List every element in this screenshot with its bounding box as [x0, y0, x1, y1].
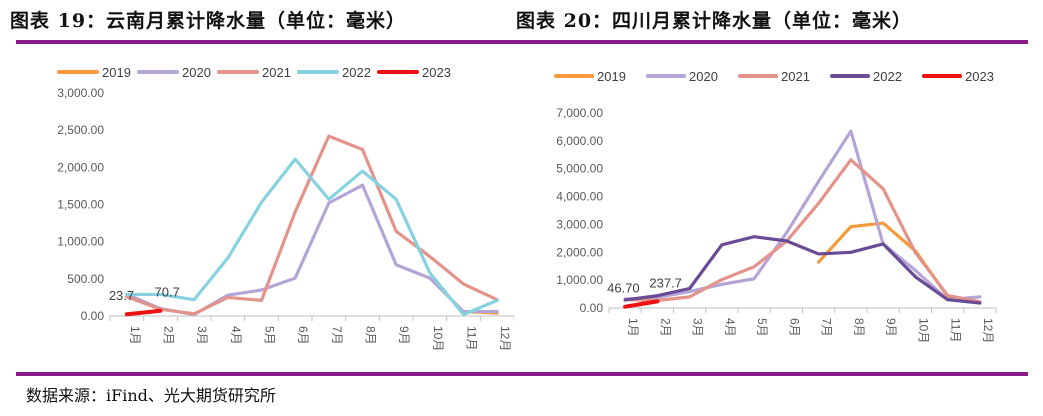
x-tick-label: 11月 [949, 318, 963, 342]
series-line-2023 [124, 308, 163, 317]
x-tick-label: 7月 [330, 326, 344, 345]
legend-label-2023: 2023 [965, 69, 994, 84]
x-tick-label: 6月 [787, 318, 801, 337]
y-tick-label: 500.00 [67, 272, 104, 286]
data-label-2023: 23.7 [109, 288, 134, 303]
y-tick-label: 1,000.00 [556, 273, 603, 287]
series-line-2021 [125, 134, 499, 316]
x-tick-label: 12月 [498, 326, 512, 351]
series-line-2020 [623, 129, 982, 302]
legend-label-2021: 2021 [262, 65, 291, 80]
y-tick-label: 2,000.00 [57, 160, 104, 174]
x-tick-label: 5月 [263, 326, 277, 345]
y-tick-label: 2,500.00 [57, 123, 104, 137]
data-label-2023: 46.70 [607, 281, 640, 296]
y-tick-label: 4,000.00 [556, 190, 603, 204]
x-tick-label: 7月 [820, 318, 834, 337]
x-tick-label: 10月 [916, 318, 930, 343]
y-tick-label: 1,500.00 [57, 198, 104, 212]
legend-label-2019: 2019 [597, 69, 626, 84]
series-line-2023 [623, 299, 660, 309]
x-tick-label: 4月 [723, 318, 737, 337]
y-tick-label: 2,000.00 [556, 245, 603, 259]
x-tick-label: 9月 [884, 318, 898, 337]
chart-title-sichuan: 图表 20：四川月累计降水量（单位：毫米） [516, 10, 913, 32]
legend-label-2020: 2020 [182, 65, 211, 80]
y-tick-label: 7,000.00 [556, 106, 603, 120]
x-tick-label: 1月 [626, 318, 640, 337]
x-tick-label: 1月 [128, 326, 142, 345]
y-tick-label: 5,000.00 [556, 162, 603, 176]
chart-title-yunnan: 图表 19：云南月累计降水量（单位：毫米） [10, 10, 407, 32]
x-tick-label: 6月 [296, 326, 310, 345]
series-line-2021 [623, 158, 982, 304]
data-source-note: 数据来源：iFind、光大期货研究所 [26, 386, 276, 405]
x-tick-label: 2月 [658, 318, 672, 337]
x-tick-label: 12月 [981, 318, 995, 343]
x-tick-label: 11月 [465, 326, 479, 350]
series-line-2020 [125, 183, 499, 317]
x-tick-label: 8月 [852, 318, 866, 337]
legend-label-2021: 2021 [781, 69, 810, 84]
x-tick-label: 9月 [397, 326, 411, 345]
legend-label-2019: 2019 [102, 65, 131, 80]
series-line-2022 [623, 235, 982, 305]
x-tick-label: 5月 [755, 318, 769, 337]
sichuan-precipitation-chart: 0.00 1,000.00 2,000.00 3,000.00 4,000.00 5,00… [554, 69, 997, 343]
legend-label-2020: 2020 [689, 69, 718, 84]
y-tick-label: 3,000.00 [57, 86, 104, 100]
x-tick-label: 8月 [364, 326, 378, 345]
y-tick-label: 3,000.00 [556, 217, 603, 231]
legend-label-2022: 2022 [873, 69, 902, 84]
x-tick-label: 4月 [229, 326, 243, 345]
data-label-2023: 70.7 [155, 285, 180, 300]
x-tick-label: 3月 [691, 318, 705, 337]
x-tick-label: 10月 [431, 326, 445, 351]
series-line-2022 [125, 157, 499, 317]
yunnan-precipitation-chart: 0.00 500.00 1,000.00 1,500.00 2,000.00 2,500.… [57, 65, 514, 351]
legend-label-2023: 2023 [422, 65, 451, 80]
y-tick-label: 0.00 [580, 301, 604, 315]
x-tick-label: 3月 [195, 326, 209, 345]
x-tick-label: 2月 [162, 326, 176, 345]
y-tick-label: 0.00 [81, 309, 105, 323]
legend-label-2022: 2022 [342, 65, 371, 80]
top-divider [16, 40, 1028, 44]
bottom-divider [16, 372, 1028, 376]
y-tick-label: 6,000.00 [556, 134, 603, 148]
data-label-2023: 237.7 [649, 275, 682, 290]
y-tick-label: 1,000.00 [57, 235, 104, 249]
